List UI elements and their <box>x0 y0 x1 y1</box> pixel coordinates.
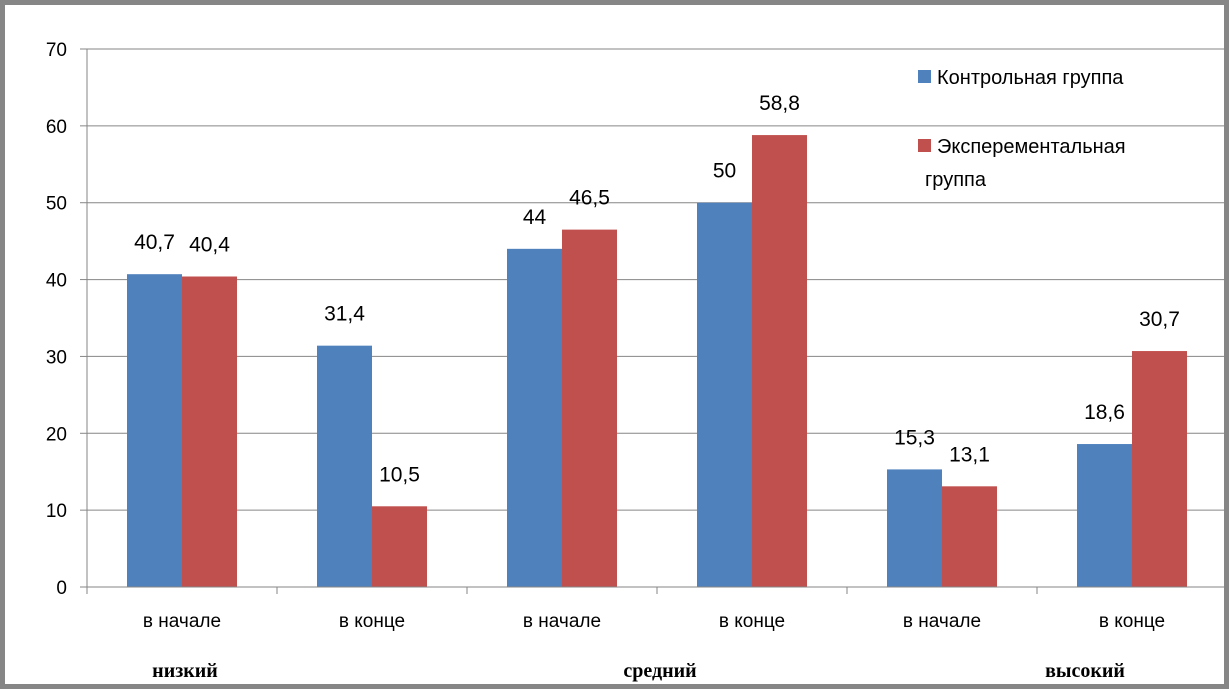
bar-experimental <box>752 135 807 587</box>
data-label: 44 <box>523 206 547 229</box>
data-label: 58,8 <box>759 92 800 115</box>
data-label: 30,7 <box>1139 308 1180 331</box>
legend-label-control: Контрольная группа <box>937 67 1124 89</box>
x-tick-label: в начале <box>143 611 221 632</box>
bar-chart: 0 10 20 30 40 50 60 70 в начале в конце в начале в … <box>46 40 1228 682</box>
bar-control <box>317 345 372 587</box>
y-tick-label: 60 <box>46 117 67 138</box>
bar-control <box>887 469 942 587</box>
tick-labels: 0 10 20 30 40 50 60 70 в начале в конце в начале в … <box>46 40 1165 632</box>
bar-experimental <box>942 486 997 587</box>
gridlines <box>87 48 1227 511</box>
data-label: 46,5 <box>569 187 610 210</box>
data-label: 10,5 <box>379 463 420 486</box>
data-labels: 40,7 40,4 31,4 10,5 44 46,5 50 58,8 15,3 13,1 18,6… <box>134 92 1180 486</box>
legend-swatch-experimental <box>918 139 931 152</box>
bar-control <box>127 274 182 587</box>
bar-experimental <box>182 276 237 587</box>
legend: Контрольная группа Эксперементальная групп… <box>918 67 1126 191</box>
bars <box>127 135 1187 588</box>
x-tick-label: в конце <box>339 611 405 632</box>
axes <box>80 48 1228 594</box>
y-tick-label: 40 <box>46 271 67 292</box>
data-label: 40,4 <box>189 233 230 256</box>
y-tick-label: 10 <box>46 501 67 522</box>
group-label: низкий <box>152 660 218 682</box>
bar-experimental <box>372 506 427 587</box>
y-tick-label: 30 <box>46 347 67 368</box>
y-tick-label: 20 <box>46 424 67 445</box>
bar-control <box>507 248 562 588</box>
data-label: 40,7 <box>134 231 175 254</box>
data-label: 13,1 <box>949 443 990 466</box>
group-label: высокий <box>1045 660 1125 682</box>
bar-control <box>697 202 752 587</box>
data-label: 31,4 <box>324 303 365 326</box>
y-tick-label: 70 <box>46 40 67 61</box>
data-label: 50 <box>713 160 736 183</box>
group-label: средний <box>623 660 696 682</box>
legend-swatch-control <box>918 70 931 83</box>
x-tick-label: в начале <box>523 611 601 632</box>
data-label: 18,6 <box>1084 401 1125 424</box>
data-label: 15,3 <box>894 426 935 449</box>
group-labels: низкий средний высокий <box>152 660 1125 682</box>
y-tick-label: 0 <box>56 578 67 599</box>
x-tick-label: в конце <box>719 611 785 632</box>
x-tick-label: в конце <box>1099 611 1165 632</box>
bar-experimental <box>562 229 617 587</box>
legend-label-experimental-line2: группа <box>925 169 987 191</box>
bar-control <box>1077 444 1132 587</box>
x-tick-label: в начале <box>903 611 981 632</box>
y-tick-label: 50 <box>46 194 67 215</box>
legend-label-experimental-line1: Эксперементальная <box>937 136 1126 158</box>
bar-experimental <box>1132 351 1187 587</box>
